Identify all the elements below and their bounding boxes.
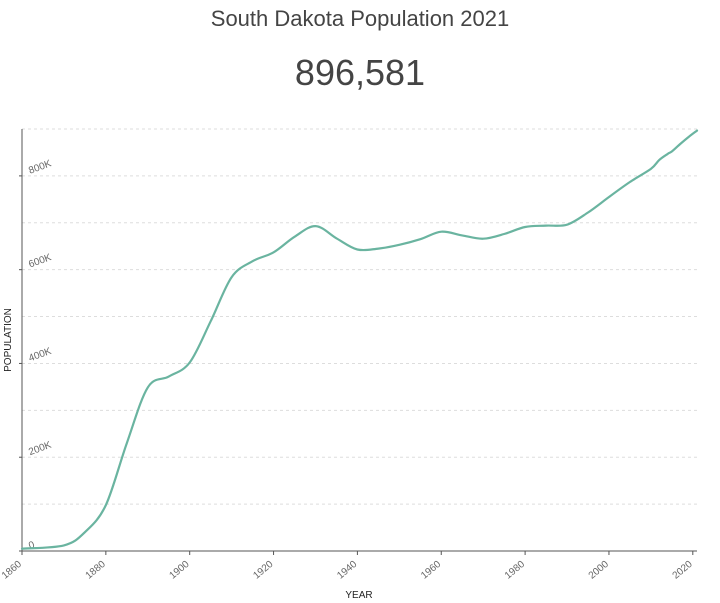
y-tick-label: 800K	[27, 158, 53, 176]
x-axis-label: YEAR	[345, 590, 372, 601]
x-tick-label: 1900	[168, 559, 192, 582]
y-tick-label: 600K	[27, 252, 53, 270]
x-tick-label: 1860	[0, 559, 24, 582]
population-value: 896,581	[294, 52, 426, 93]
y-tick-label: 0	[27, 539, 36, 551]
chart-title: South Dakota Population 2021	[210, 6, 510, 31]
x-tick-label: 2000	[587, 559, 611, 582]
tick-labels: 0 200K 400K 600K 800K 1860 1880 1900 1920 1940 196…	[0, 158, 695, 581]
grid-lines	[22, 128, 697, 505]
x-tick-label: 1960	[419, 559, 443, 582]
series-layer	[20, 129, 699, 550]
x-tick-label: 1980	[503, 559, 527, 582]
x-tick-label: 1880	[84, 559, 108, 582]
y-tick-label: 200K	[27, 440, 53, 458]
axes	[19, 129, 697, 555]
x-tick-label: 1940	[335, 559, 359, 582]
y-axis-label: POPULATION	[3, 308, 14, 372]
y-tick-label: 400K	[27, 346, 53, 364]
population-series-line	[20, 129, 699, 550]
x-tick-label: 1920	[251, 559, 275, 582]
x-tick-label: 2020	[671, 559, 695, 582]
